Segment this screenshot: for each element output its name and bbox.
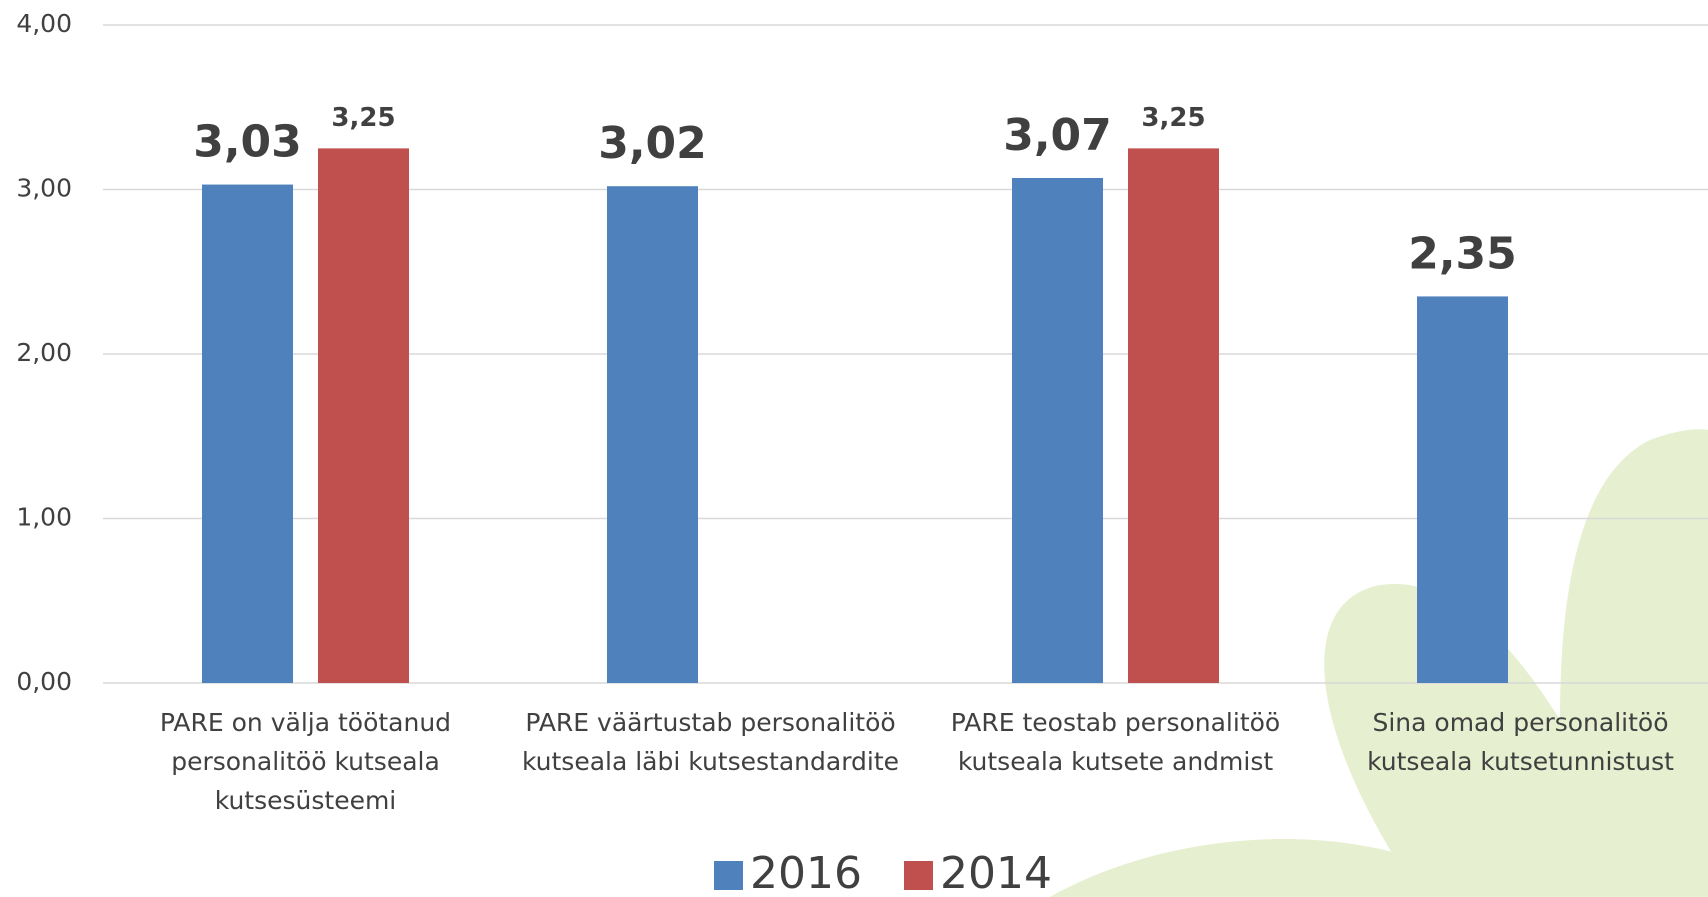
legend-swatch: [904, 861, 933, 890]
bar: [318, 148, 409, 683]
value-label: 3,25: [331, 103, 395, 133]
bar: [1012, 178, 1103, 683]
value-label: 3,25: [1141, 103, 1205, 133]
y-tick-label: 4,00: [16, 9, 72, 38]
value-label: 3,03: [193, 117, 302, 168]
x-tick-label: PARE teostab personalitöö kutseala kutse…: [916, 703, 1316, 781]
legend-label: 2016: [750, 848, 862, 897]
value-label: 3,02: [598, 118, 707, 169]
y-tick-label: 0,00: [16, 667, 72, 696]
x-tick-label: Sina omad personalitöö kutseala kutsetun…: [1321, 703, 1708, 781]
bar: [202, 185, 293, 683]
y-tick-label: 1,00: [16, 503, 72, 532]
bar: [1417, 296, 1508, 683]
y-tick-label: 3,00: [16, 174, 72, 203]
x-tick-label: PARE väärtustab personalitöö kutseala lä…: [511, 703, 911, 781]
bar: [1128, 148, 1219, 683]
page: 0,00 1,00 2,00 3,00 4,00 3,03 3,25 3,02 3,07 3,25…: [0, 0, 1708, 897]
y-tick-label: 2,00: [16, 338, 72, 367]
x-tick-label: PARE on välja töötanud personalitöö kuts…: [106, 703, 506, 820]
legend-label: 2014: [940, 848, 1052, 897]
bar: [607, 186, 698, 683]
value-label: 2,35: [1408, 228, 1517, 279]
legend-swatch: [714, 861, 743, 890]
value-label: 3,07: [1003, 110, 1112, 161]
